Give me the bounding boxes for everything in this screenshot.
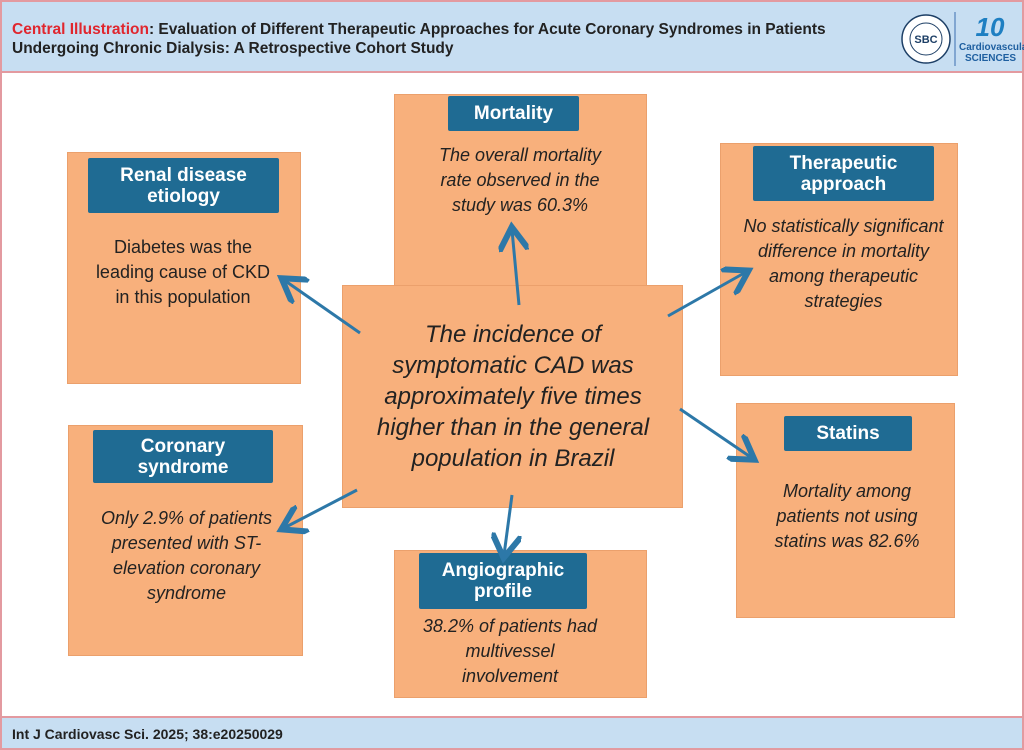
text-coronary: Only 2.9% of patients presented with ST-… [100,508,273,603]
arrow-to-therapeutic [667,272,746,318]
box-therapeutic: Therapeutic approach No statistically si… [720,143,958,376]
label-mortality: Mortality [448,96,579,131]
box-center: The incidence of symptomatic CAD was app… [342,285,683,508]
svg-text:10: 10 [976,12,1005,42]
citation: Int J Cardiovasc Sci. 2025; 38:e20250029 [12,726,283,742]
ijcs-logo: 10 [976,12,1005,42]
svg-text:SBC: SBC [914,34,937,46]
arrow-to-angiographic [504,494,512,555]
box-mortality: Mortality The overall mortality rate obs… [394,94,647,288]
arrow-to-renal [284,280,361,335]
text-mortality: The overall mortality rate observed in t… [438,145,602,215]
arrow-to-coronary [284,488,358,528]
text-renal: Diabetes was the leading cause of CKD in… [95,237,271,307]
arrow-to-mortality [512,230,519,306]
box-coronary: Coronary syndrome Only 2.9% of patients … [68,425,303,656]
box-renal: Renal disease etiology Diabetes was the … [67,152,301,384]
text-therapeutic: No statistically significant difference … [743,216,944,311]
footer: Int J Cardiovasc Sci. 2025; 38:e20250029 [0,716,1024,750]
box-statins: Statins Mortality among patients not usi… [736,403,955,618]
label-renal: Renal disease etiology [88,158,279,213]
logos: SBC 10 Cardiovascular SCIENCES [897,8,1024,70]
box-angiographic: Angiographic profile 38.2% of patients h… [394,550,647,698]
header: Central Illustration: Evaluation of Diff… [0,0,1024,73]
title-text: : Evaluation of Different Therapeutic Ap… [12,21,826,57]
center-text: The incidence of symptomatic CAD was app… [376,321,650,472]
ijcs-logo-text: Cardiovascular SCIENCES [959,42,1024,64]
label-therapeutic: Therapeutic approach [753,146,934,201]
page-title: Central Illustration: Evaluation of Diff… [12,20,862,58]
sbc-logo: SBC [901,14,951,64]
title-prefix: Central Illustration [12,21,149,38]
label-coronary: Coronary syndrome [93,430,273,483]
arrow-to-statins [679,407,752,458]
label-statins: Statins [784,416,912,451]
text-statins: Mortality among patients not using stati… [774,481,920,551]
text-angiographic: 38.2% of patients had multivessel involv… [422,616,598,686]
